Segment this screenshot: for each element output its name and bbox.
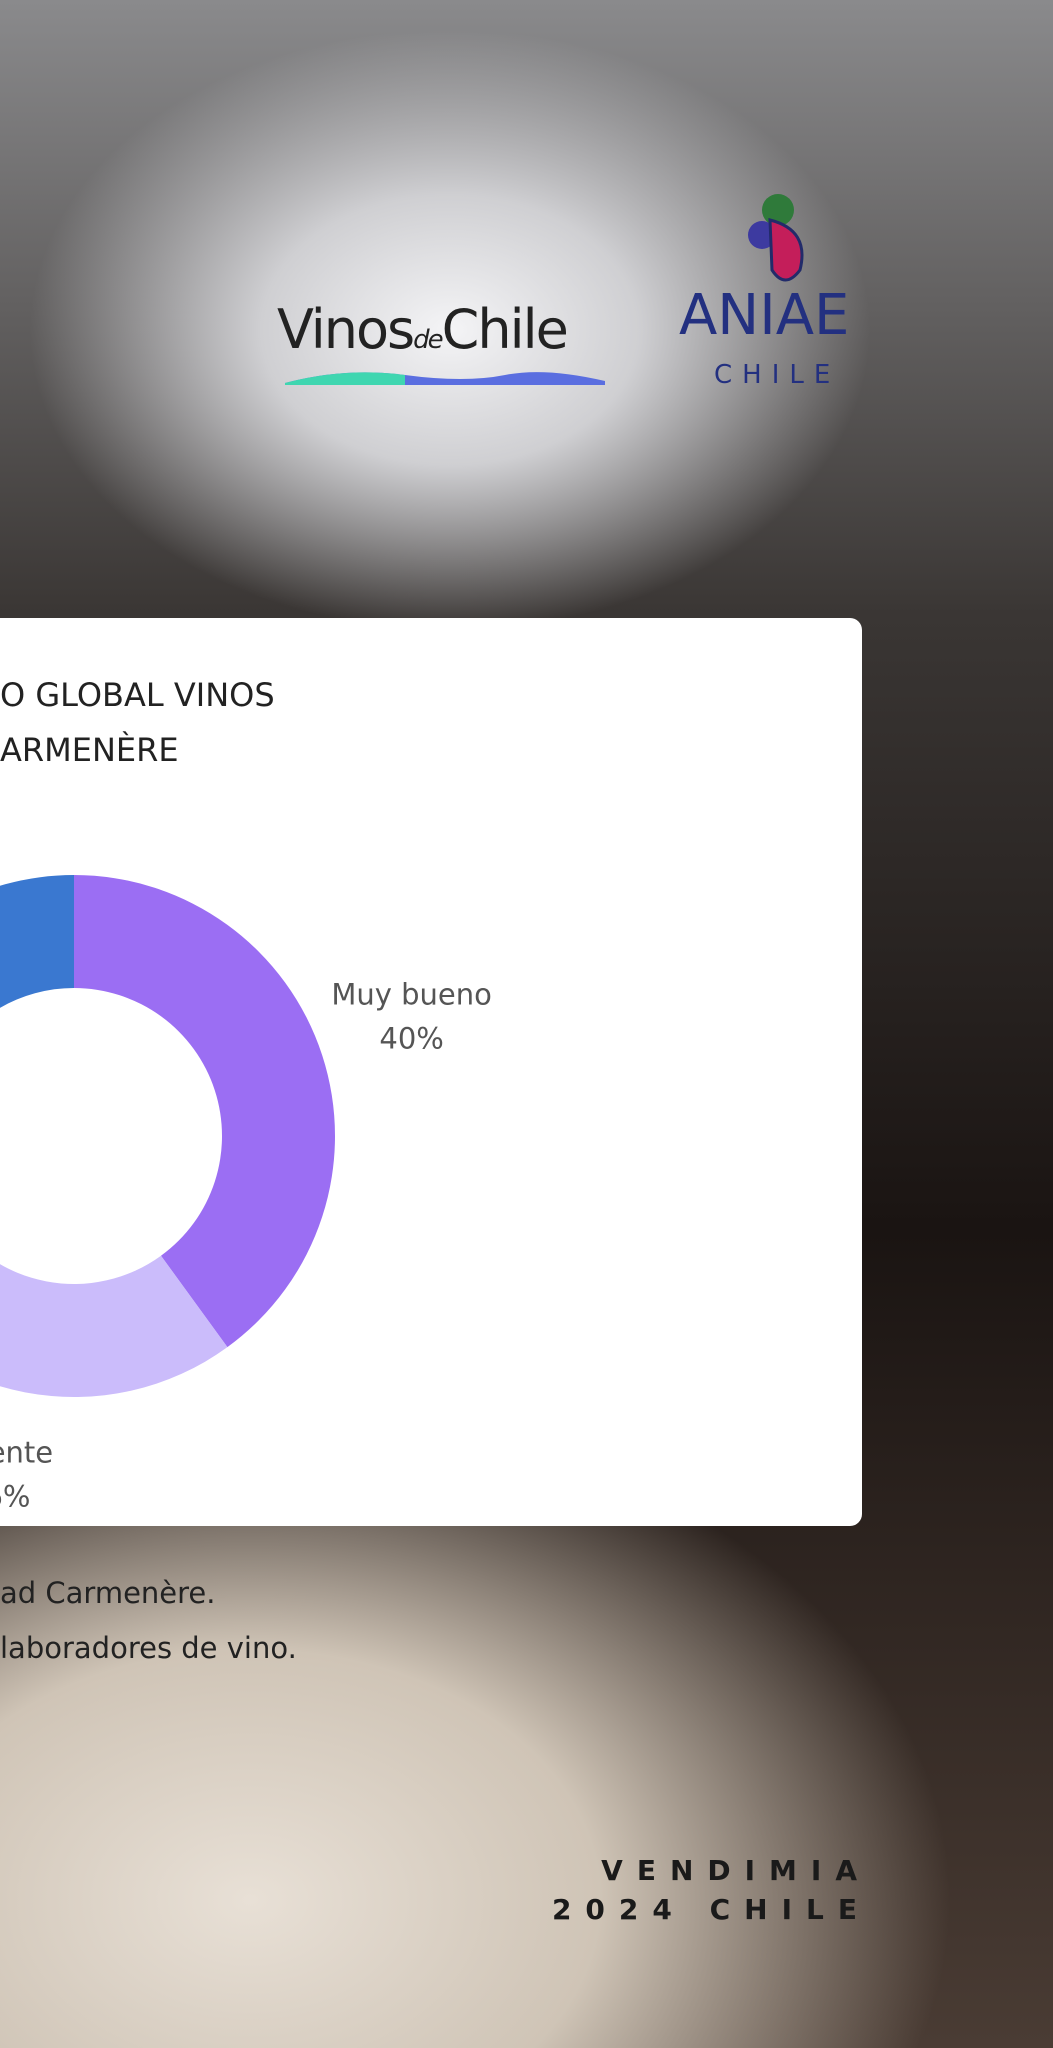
donut-chart: Muy bueno 40% elente 6% [0, 0, 1053, 2048]
body-text: ad Carmenère. [0, 1576, 216, 1610]
body-text: laboradores de vino. [0, 1631, 297, 1665]
segment-label: Muy bueno [331, 977, 492, 1011]
footer-text: VENDIMIA [601, 1854, 871, 1887]
footer-text: 2024 CHILE [552, 1893, 871, 1926]
donut-segment [74, 875, 335, 1347]
segment-label: elente [0, 1436, 53, 1470]
segment-value: 40% [379, 1021, 443, 1055]
segment-value: 6% [0, 1480, 30, 1514]
donut-segment [0, 875, 74, 1276]
page: VinosdeChile ANIAE CHILE O GLOBAL VINOS … [0, 0, 1053, 2048]
